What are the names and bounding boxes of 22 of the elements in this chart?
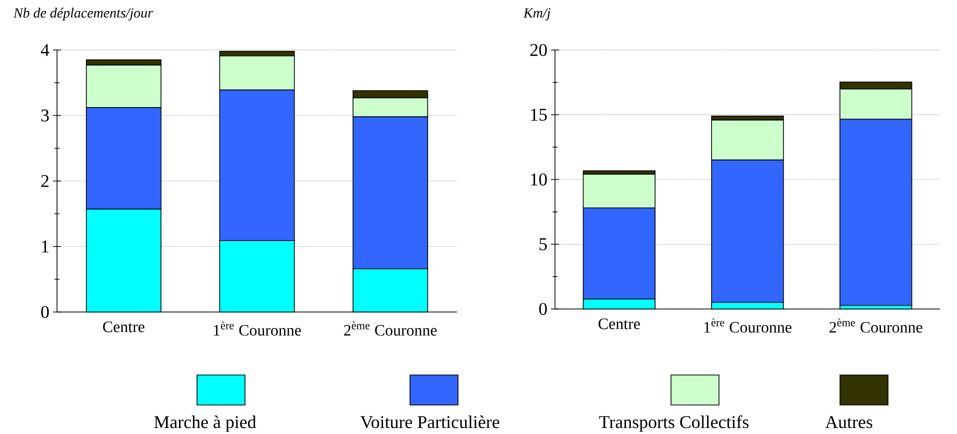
y-tick-label: 10 bbox=[531, 173, 547, 186]
legend-label: Marche à pied bbox=[154, 416, 256, 432]
legend-label: Transports Collectifs bbox=[599, 415, 748, 432]
legend-label: Autres bbox=[825, 416, 872, 428]
y-tick-label: 0 bbox=[41, 306, 49, 318]
y-tick-label: 20 bbox=[530, 44, 547, 56]
y-tick-label: 3 bbox=[41, 109, 49, 122]
y-tick-label: 1 bbox=[42, 240, 48, 252]
y-tick-label: 4 bbox=[40, 44, 50, 56]
x-tick-label: 1$^{ère}$ Couronne bbox=[214, 322, 301, 336]
x-tick-label: 2$^{ème}$ Couronne bbox=[830, 318, 922, 333]
x-tick-label: Centre bbox=[103, 322, 144, 332]
y-axis-title: Nb de déplacements/jour bbox=[13, 8, 154, 20]
x-tick-label: 2$^{ème}$ Couronne bbox=[344, 322, 437, 336]
x-tick-label: Centre bbox=[598, 318, 640, 330]
x-tick-label: 1$^{ère}$ Couronne bbox=[704, 318, 792, 333]
y-tick-label: 0 bbox=[539, 302, 547, 316]
y-tick-label: 15 bbox=[531, 108, 547, 121]
legend-label: Voiture Particulière bbox=[360, 416, 500, 428]
y-tick-label: 2 bbox=[41, 175, 49, 187]
y-axis-title: Km/j bbox=[523, 8, 550, 20]
y-tick-label: 5 bbox=[540, 238, 547, 250]
